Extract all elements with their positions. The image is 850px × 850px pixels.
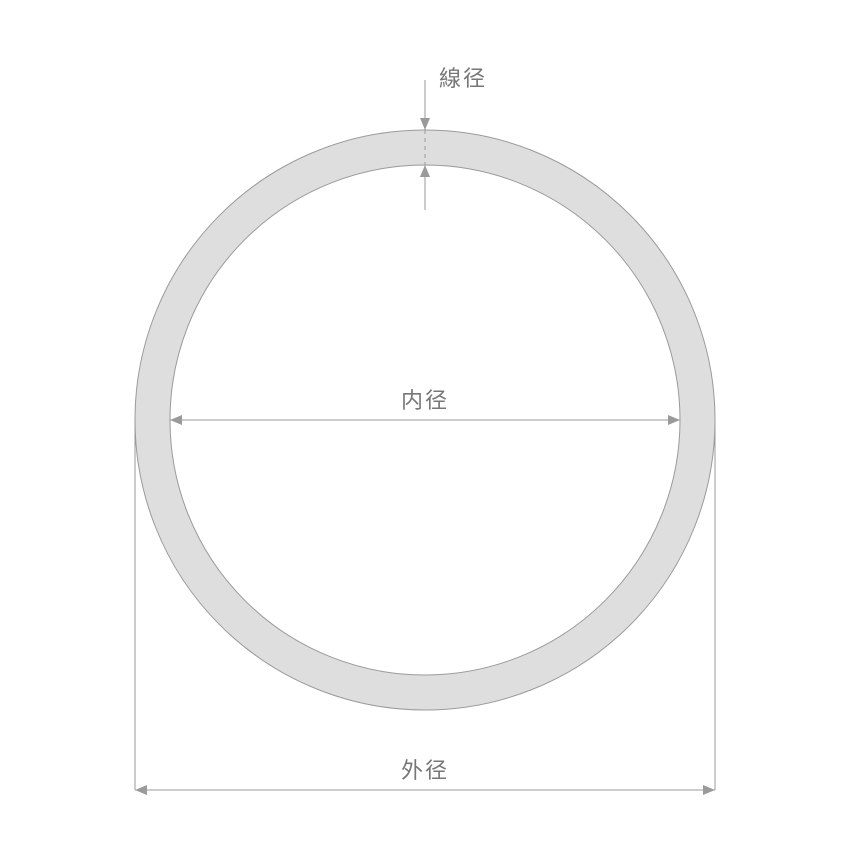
wire-top-arrow-head	[420, 118, 430, 130]
outer-arrow-right	[703, 785, 715, 795]
outer-arrow-left	[135, 785, 147, 795]
wire-bottom-arrow-head	[420, 165, 430, 177]
inner-arrow-right	[668, 415, 680, 425]
inner-arrow-left	[170, 415, 182, 425]
outer-diameter-label: 外径	[401, 758, 449, 783]
inner-diameter-label: 内径	[401, 388, 449, 413]
wire-diameter-label: 線径	[439, 66, 487, 91]
ring-dimension-diagram: 外径 内径 線径	[0, 0, 850, 850]
